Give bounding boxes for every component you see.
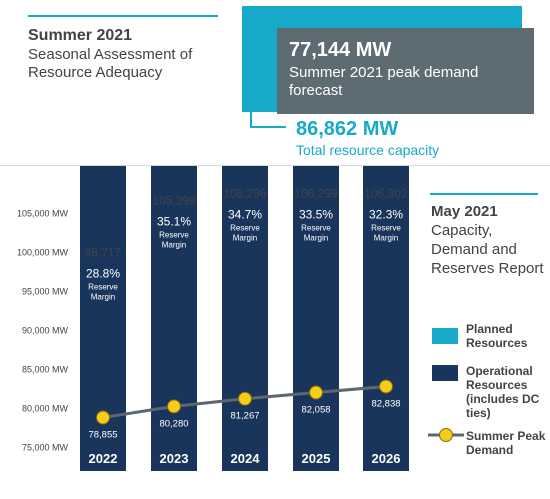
legend-label-planned: Planned Resources: [466, 322, 528, 350]
report-title: May 2021: [431, 203, 498, 220]
header-subtitle: Seasonal Assessment of Resource Adequacy: [28, 46, 193, 81]
y-tick-label: 85,000 MW: [22, 365, 69, 375]
forecast-box: 77,144 MW Summer 2021 peak demand foreca…: [277, 28, 534, 114]
capacity-chart: 75,000 MW 80,000 MW 85,000 MW 90,000 MW 95,0…: [17, 166, 409, 471]
category-label: 2024: [231, 451, 261, 466]
bar-total-label: 106,302: [364, 186, 408, 200]
peak-demand-label: 82,838: [371, 398, 400, 409]
reserve-margin-label: Reserve: [371, 223, 401, 232]
peak-demand-label: 82,058: [301, 405, 330, 416]
reserve-margin-value: 32.3%: [369, 207, 403, 221]
reserve-margin-value: 34.7%: [228, 207, 262, 221]
reserve-margin-label: Margin: [162, 240, 186, 249]
header-title: Summer 2021: [28, 27, 133, 44]
bar-operational: [293, 166, 339, 471]
bar-operational: [80, 166, 126, 471]
reserve-margin-label: Reserve: [159, 230, 189, 239]
y-tick-label: 75,000 MW: [22, 443, 69, 453]
category-label: 2025: [302, 451, 331, 466]
y-tick-label: 95,000 MW: [22, 287, 69, 297]
legend-swatch-planned: [432, 328, 458, 344]
reserve-margin-label: Margin: [91, 293, 115, 302]
peak-demand-label: 81,267: [230, 411, 259, 422]
category-label: 2026: [372, 451, 401, 466]
y-tick-label: 90,000 MW: [22, 326, 69, 336]
reserve-margin-label: Margin: [304, 233, 328, 242]
peak-demand-point: [238, 391, 252, 406]
y-tick-label: 80,000 MW: [22, 404, 69, 414]
peak-demand-label: 80,280: [159, 418, 188, 429]
bar-total-label: 98,717: [85, 246, 122, 260]
bar-operational: [151, 166, 197, 471]
reserve-margin-value: 28.8%: [86, 267, 120, 281]
legend-label-peak: Summer Peak Demand: [466, 429, 546, 457]
peak-demand-label: 78,855: [88, 430, 117, 441]
reserve-margin-value: 33.5%: [299, 207, 333, 221]
capacity-label: Total resource capacity: [296, 142, 440, 158]
peak-demand-point: [96, 410, 110, 425]
category-label: 2023: [160, 451, 189, 466]
reserve-margin-label: Reserve: [301, 223, 331, 232]
reserve-margin-label: Reserve: [88, 283, 118, 292]
bar-operational: [363, 166, 409, 471]
report-subtitle: Capacity, Demand and Reserves Report: [431, 222, 544, 277]
capacity-value: 86,862 MW: [296, 118, 399, 140]
legend-peak-icon: [428, 428, 464, 442]
reserve-margin-label: Reserve: [230, 223, 260, 232]
bar-total-label: 105,399: [152, 193, 196, 207]
connector-line: [250, 126, 286, 128]
bar-operational: [222, 166, 268, 471]
connector-line: [250, 112, 252, 128]
forecast-value: 77,144 MW: [289, 39, 392, 61]
legend-label-operational: Operational Resources (includes DC ties): [466, 364, 540, 420]
section-divider: [0, 165, 550, 166]
category-label: 2022: [89, 451, 118, 466]
header-accent-rule: [28, 15, 218, 17]
report-accent-rule: [430, 193, 538, 195]
peak-demand-point: [309, 385, 323, 400]
legend-swatch-operational: [432, 365, 458, 381]
reserve-margin-label: Margin: [233, 233, 257, 242]
peak-demand-point: [167, 399, 181, 414]
y-tick-label: 105,000 MW: [17, 209, 69, 219]
reserve-margin-value: 35.1%: [157, 214, 191, 228]
bar-total-label: 106,299: [294, 186, 338, 200]
bar-total-label: 106,296: [223, 186, 267, 200]
peak-demand-point: [379, 379, 393, 394]
y-tick-label: 100,000 MW: [17, 248, 69, 258]
forecast-label: Summer 2021 peak demand forecast: [289, 64, 479, 99]
reserve-margin-label: Margin: [374, 233, 398, 242]
